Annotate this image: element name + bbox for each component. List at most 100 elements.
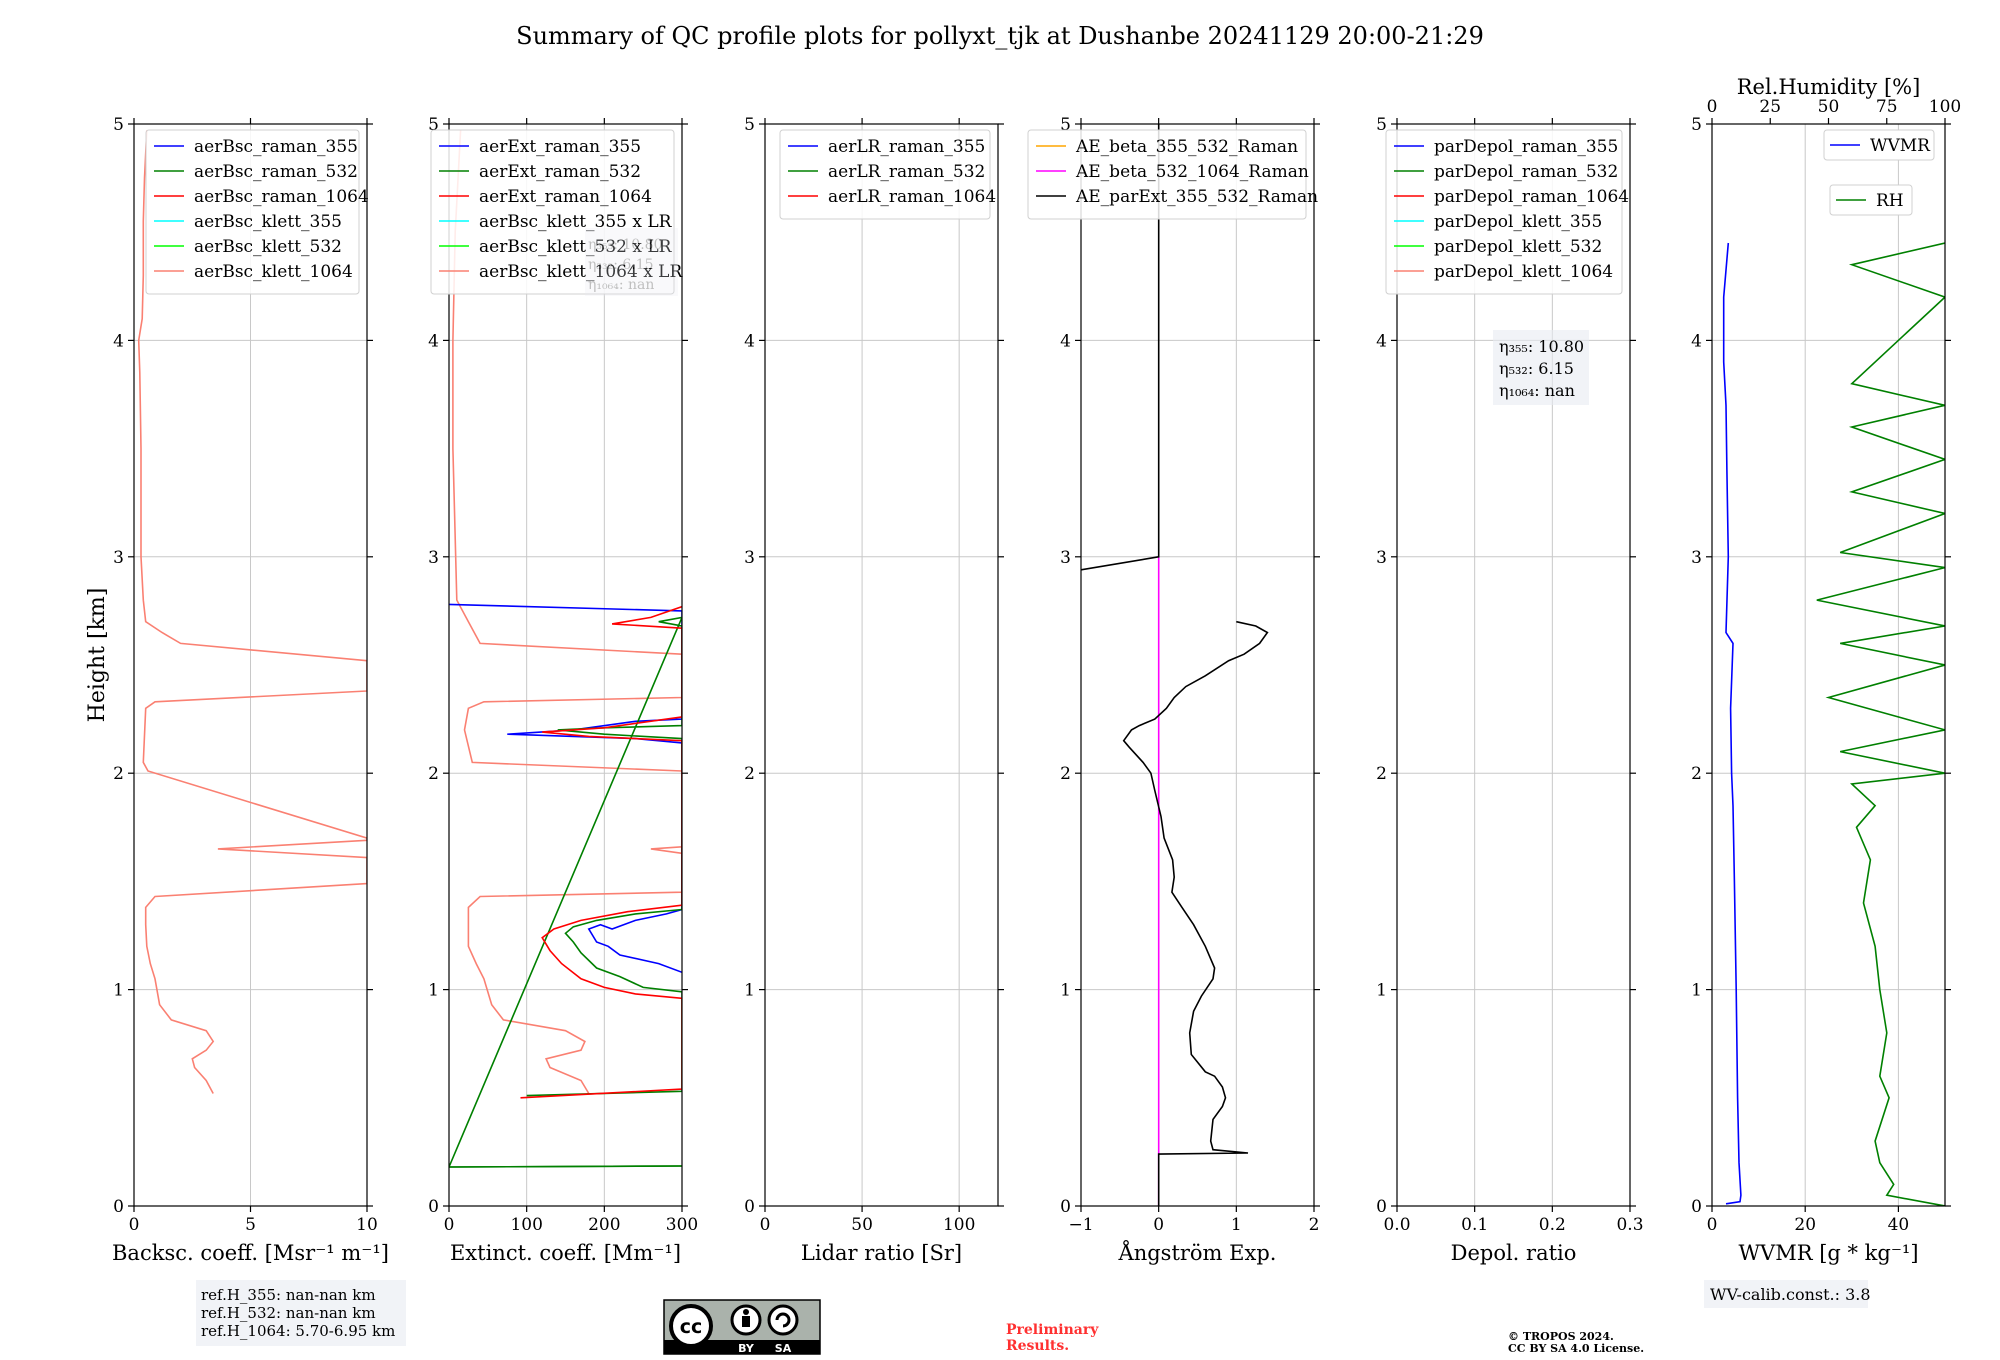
cc-license-badge: cc BY SA	[663, 1299, 821, 1355]
y-tick-label: 0	[1376, 1197, 1387, 1217]
legend-label: WVMR	[1870, 136, 1931, 156]
y-tick-label: 5	[428, 115, 439, 135]
ref-h-1064: ref.H_1064: 5.70-6.95 km	[201, 1322, 395, 1340]
y-tick-label: 1	[113, 981, 124, 1001]
legend: parDepol_raman_355 parDepol_raman_532 parD…	[1385, 129, 1629, 295]
legend-label: AE_parExt_355_532_Raman	[1075, 187, 1318, 207]
legend-label: aerLR_raman_355	[828, 137, 985, 157]
legend-label: parDepol_raman_355	[1434, 137, 1618, 157]
series-group	[449, 130, 682, 1168]
y-tick-label: 3	[744, 548, 755, 568]
legend-label: parDepol_klett_532	[1434, 237, 1602, 257]
y-tick-label: 1	[744, 981, 755, 1001]
y-tick-label: 3	[1376, 548, 1387, 568]
x-tick-label: 1	[1231, 1215, 1242, 1235]
x-tick-label: 0.2	[1539, 1215, 1566, 1235]
preliminary-note: Preliminary Results.	[1006, 1322, 1099, 1354]
y-tick-label: 1	[1376, 981, 1387, 1001]
y-tick-label: 2	[744, 764, 755, 784]
legend-label: aerBsc_raman_1064	[194, 187, 369, 207]
legend-frame	[145, 129, 360, 295]
y-tick-label: 5	[744, 115, 755, 135]
x-tick-label: 5	[245, 1215, 256, 1235]
x-tick-label: 40	[1888, 1215, 1910, 1235]
y-tick-label: 1	[428, 981, 439, 1001]
legend-label: aerExt_raman_355	[479, 137, 641, 157]
wv-calib-text: WV-calib.const.: 3.8	[1710, 1285, 1871, 1304]
x-tick-label: 200	[588, 1215, 620, 1235]
series-segment	[449, 1165, 682, 1168]
y-tick-label: 3	[113, 548, 124, 568]
series-group	[1722, 242, 1945, 1206]
legend-frame	[779, 129, 991, 220]
y-tick-label: 2	[113, 764, 124, 784]
x-tick-label: 20	[1794, 1215, 1816, 1235]
legend-frame	[1027, 129, 1307, 220]
y-tick-label: 0	[1691, 1197, 1702, 1217]
ref-h-532: ref.H_532: nan-nan km	[201, 1304, 376, 1322]
y-tick-label: 3	[1691, 548, 1702, 568]
y-tick-label: 1	[1691, 981, 1702, 1001]
axes-frame	[1711, 123, 1946, 1207]
ref-h-355: ref.H_355: nan-nan km	[201, 1286, 376, 1304]
y-tick-label: 4	[1060, 331, 1071, 351]
legend-frame	[430, 129, 675, 295]
legend-frame	[1829, 184, 1913, 216]
legend-label: aerExt_raman_532	[479, 162, 641, 182]
y-tick-label: 4	[744, 331, 755, 351]
y-tick-label: 2	[428, 764, 439, 784]
top-x-axis-label: Rel.Humidity [%]	[1737, 75, 1921, 99]
share-alike-icon	[767, 1304, 799, 1336]
cc-by-label: BY	[738, 1342, 755, 1355]
y-tick-label: 3	[428, 548, 439, 568]
preliminary-line-1: Preliminary	[1006, 1322, 1099, 1338]
legend-label: parDepol_klett_355	[1434, 212, 1602, 232]
y-tick-label: 2	[1060, 764, 1071, 784]
x-tick-label: 100	[943, 1215, 975, 1235]
legend-label: aerBsc_raman_532	[194, 162, 358, 182]
top-x-tick-label: 25	[1759, 97, 1781, 117]
series-line-aerExt_raman_355	[449, 603, 682, 974]
eta-annotation-line: η₃₅₅: 10.80	[1499, 337, 1584, 356]
x-tick-label: 0	[760, 1215, 771, 1235]
legend: aerLR_raman_355 aerLR_raman_532 aerLR_rama…	[779, 129, 996, 220]
series-group	[137, 130, 367, 1094]
copyright-line-1: © TROPOS 2024.	[1508, 1330, 1614, 1343]
reference-height-box: ref.H_355: nan-nan km ref.H_532: nan-nan…	[196, 1280, 406, 1346]
panel-2: 0 100 200 300 0 1 2 3 4 5 Extinct. coeff. [Mm⁻¹] ae…	[428, 115, 698, 1265]
top-x-tick-label: 100	[1929, 97, 1961, 117]
y-tick-label: 5	[1060, 115, 1071, 135]
y-axis-label: Height [km]	[85, 588, 110, 723]
top-x-tick-label: 50	[1818, 97, 1840, 117]
y-tick-label: 4	[1691, 331, 1702, 351]
legend-label: aerBsc_raman_355	[194, 137, 358, 157]
x-tick-label: 0.0	[1383, 1215, 1410, 1235]
legend-frame	[1823, 129, 1935, 161]
y-tick-label: 4	[428, 331, 439, 351]
copyright-note: © TROPOS 2024. CC BY SA 4.0 License.	[1508, 1330, 1644, 1355]
x-axis-label: Backsc. coeff. [Msr⁻¹ m⁻¹]	[112, 1241, 389, 1265]
legend-label: parDepol_raman_532	[1434, 162, 1618, 182]
legend: aerBsc_raman_355 aerBsc_raman_532 aerBsc_r…	[145, 129, 369, 295]
series-line-aerExt_raman_1064	[520, 605, 682, 1099]
legend: AE_beta_355_532_Raman AE_beta_532_1064_Ra…	[1027, 129, 1318, 220]
x-tick-label: −1	[1068, 1215, 1093, 1235]
attribution-icon-body	[742, 1316, 750, 1327]
y-tick-label: 0	[744, 1197, 755, 1217]
x-axis-label: Depol. ratio	[1451, 1241, 1577, 1265]
y-tick-label: 2	[1691, 764, 1702, 784]
x-tick-label: 0	[129, 1215, 140, 1235]
panel-3: 0 50 100 0 1 2 3 4 5 Lidar ratio [Sr] aerLR_raman_…	[744, 115, 1004, 1265]
y-tick-label: 0	[113, 1197, 124, 1217]
axes-frame	[764, 123, 999, 1207]
eta-overlay-line: η₅₃₂: 6.15	[588, 257, 654, 273]
top-x-tick-label: 75	[1876, 97, 1898, 117]
x-tick-label: 2	[1309, 1215, 1320, 1235]
wv-calib-box: WV-calib.const.: 3.8	[1704, 1280, 1871, 1308]
x-tick-label: 0	[1707, 1215, 1718, 1235]
x-tick-label: 50	[851, 1215, 873, 1235]
panel-1: 0 5 10 0 1 2 3 4 5 Backsc. coeff. [Msr⁻¹ m⁻¹] aerB…	[112, 115, 389, 1265]
x-axis-label: WVMR [g * kg⁻¹]	[1738, 1241, 1918, 1265]
y-tick-label: 4	[1376, 331, 1387, 351]
